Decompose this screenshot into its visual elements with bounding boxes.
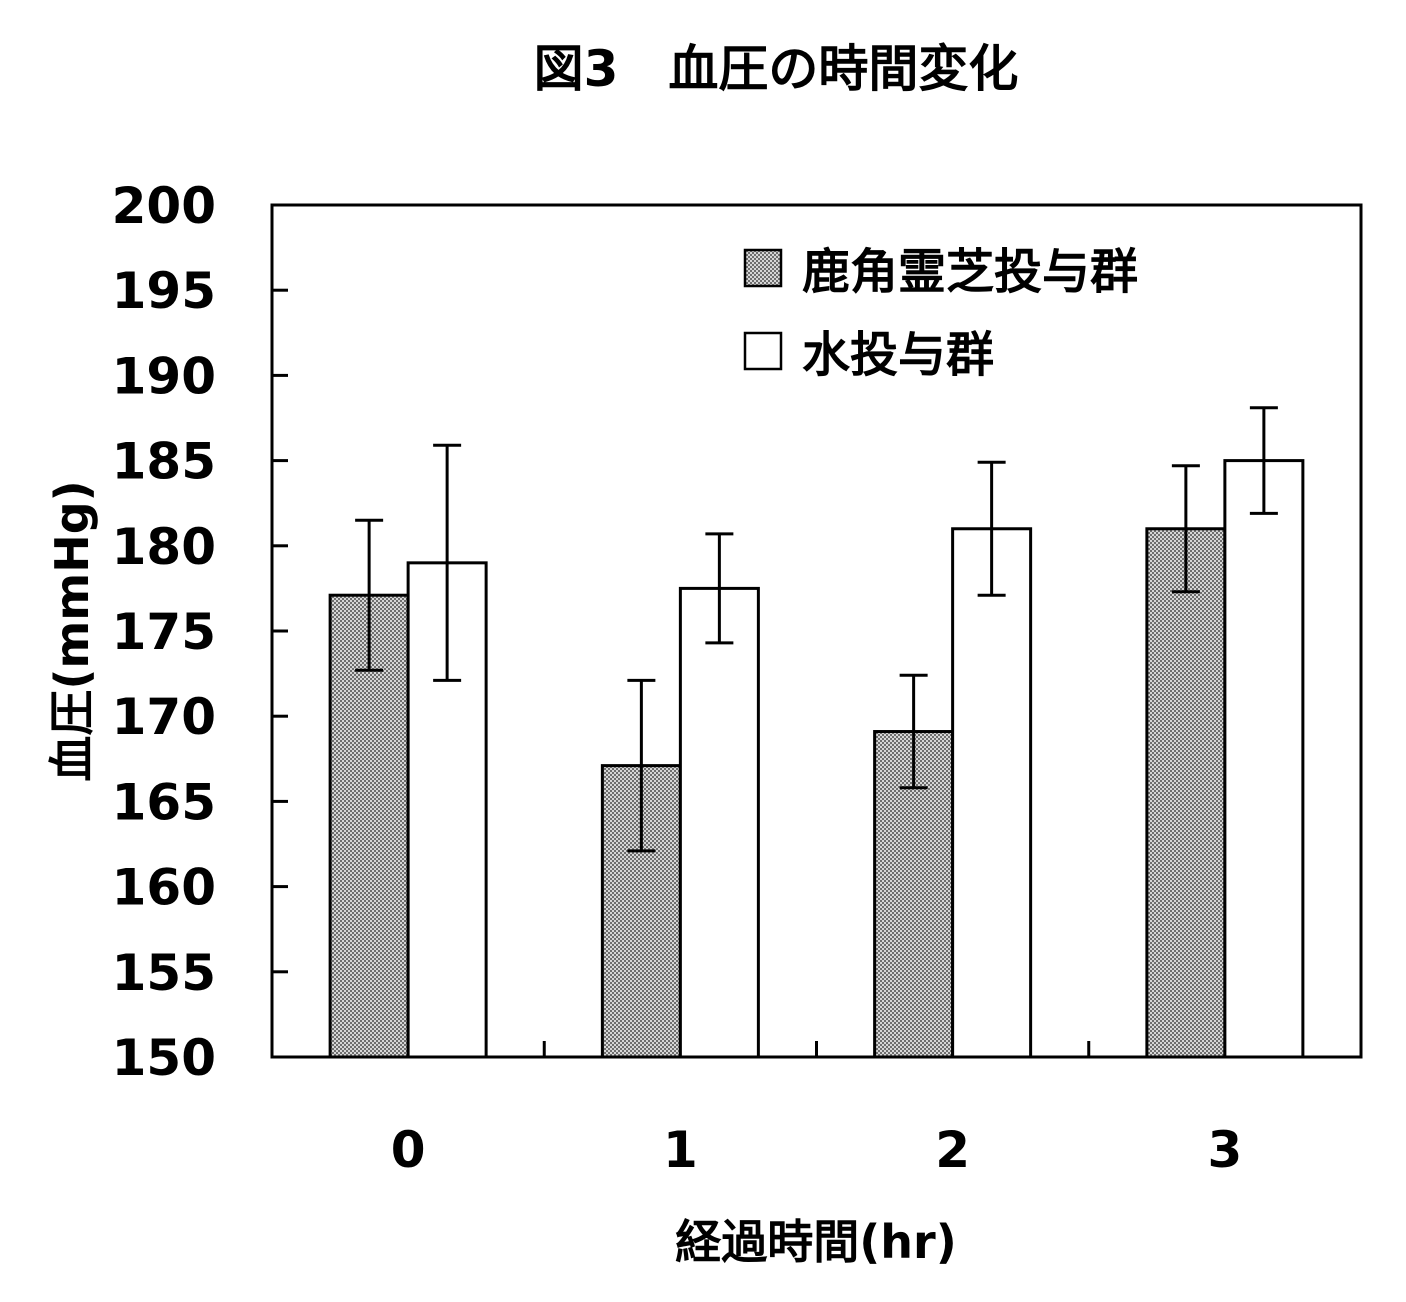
legend-label-series-1: 鹿角霊芝投与群: [802, 244, 1138, 300]
y-tick-label: 190: [112, 347, 216, 405]
x-tick-label: 2: [935, 1121, 970, 1179]
plot-frame: [270, 203, 1363, 1059]
error-bar: [355, 518, 384, 672]
legend-swatch-series-2: [743, 331, 783, 371]
error-bar: [705, 532, 734, 645]
error-bar: [1171, 464, 1200, 594]
y-tick-label: 165: [112, 773, 216, 831]
y-axis-label: 血圧(mmHg): [45, 480, 99, 781]
bar-series-2: [951, 527, 1033, 1059]
y-tick-label: 200: [112, 177, 216, 235]
legend-label-series-2: 水投与群: [802, 327, 994, 383]
x-tick-label: 1: [663, 1121, 698, 1179]
y-tick-label: 175: [112, 603, 216, 661]
legend: 鹿角霊芝投与群 水投与群: [743, 244, 1138, 383]
plot-bars: [328, 406, 1305, 1059]
x-axis: 0 1 2 3: [391, 1041, 1242, 1179]
error-bar: [627, 678, 656, 853]
y-tick-label: 170: [112, 688, 216, 746]
bar-series-2: [678, 586, 760, 1059]
error-bar: [433, 443, 462, 682]
x-axis-label: 経過時間(hr): [675, 1215, 956, 1269]
y-tick-label: 185: [112, 433, 216, 491]
error-bar: [977, 460, 1006, 597]
chart-title: 図3 血圧の時間変化: [534, 40, 1019, 98]
error-bar: [899, 673, 928, 790]
bar-series-1: [1145, 527, 1227, 1059]
y-tick-label: 195: [112, 262, 216, 320]
y-tick-label: 160: [112, 859, 216, 917]
bar-series-2: [1223, 459, 1305, 1059]
x-tick-label: 3: [1207, 1121, 1242, 1179]
y-axis: 150 155 160 165 170 175 180 185 190 195 200: [112, 177, 288, 1087]
error-bar: [1249, 406, 1278, 515]
y-tick-label: 180: [112, 518, 216, 576]
legend-swatch-series-1: [743, 248, 783, 288]
y-tick-label: 155: [112, 944, 216, 1002]
x-tick-label: 0: [391, 1121, 426, 1179]
y-tick-label: 150: [112, 1029, 216, 1087]
